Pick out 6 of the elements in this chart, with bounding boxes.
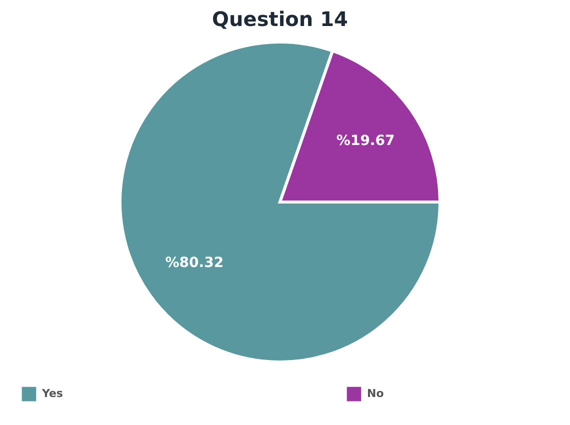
data-label: %19.67 xyxy=(336,133,395,150)
legend-label: No xyxy=(367,387,384,400)
pie-slice xyxy=(118,40,442,364)
legend-label: Yes xyxy=(41,387,64,400)
chart-title: Question 14 xyxy=(212,7,348,31)
data-label: %80.32 xyxy=(165,254,224,271)
